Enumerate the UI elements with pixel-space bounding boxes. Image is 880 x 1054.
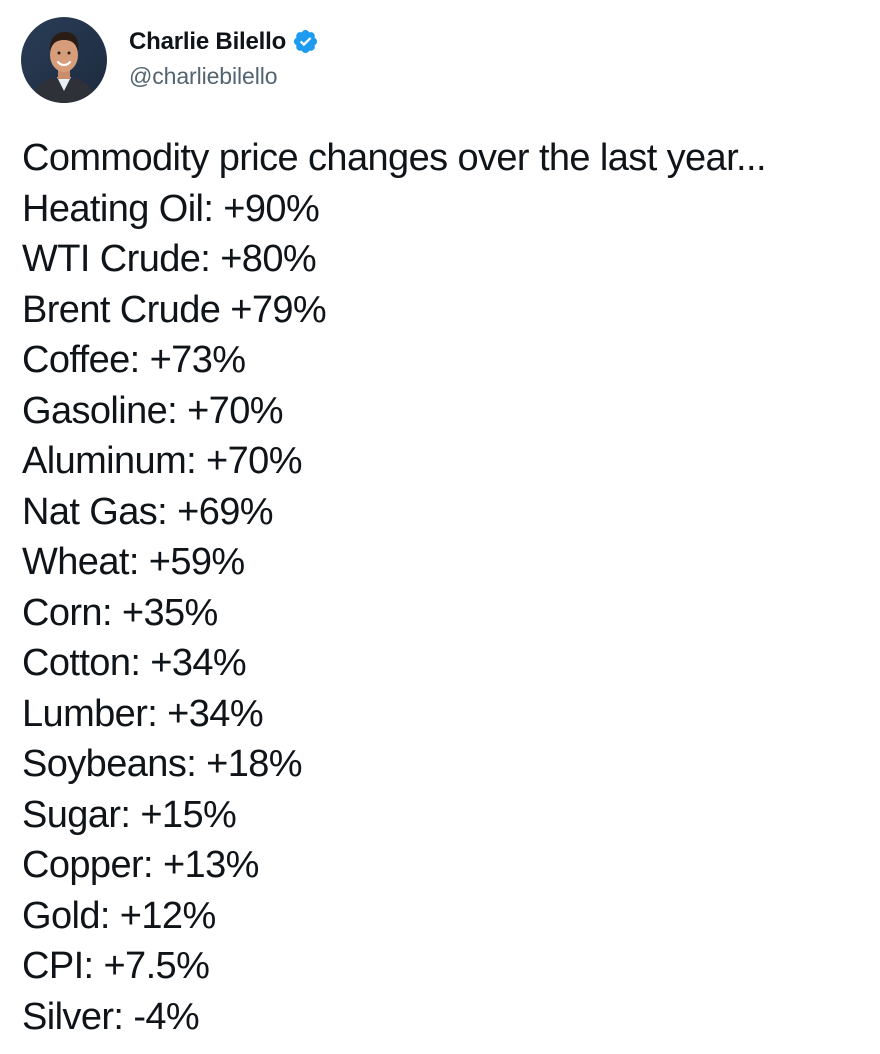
author-names: Charlie Bilello @charliebilello: [129, 27, 319, 90]
tweet-line: Sugar: +15%: [22, 793, 237, 836]
tweet-line: Heating Oil: +90%: [22, 187, 320, 230]
tweet-intro-line: Commodity price changes over the last ye…: [22, 137, 767, 179]
tweet-text: Commodity price changes over the last ye…: [22, 133, 872, 1042]
tweet-line: Lumber: +34%: [22, 692, 264, 735]
tweet-header: Charlie Bilello @charliebilello: [21, 17, 319, 103]
tweet-line: Soybeans: +18%: [22, 743, 303, 785]
tweet-line: Brent Crude +79%: [22, 288, 327, 331]
author-handle[interactable]: @charliebilello: [129, 62, 278, 89]
tweet-line: Aluminum: +70%: [22, 440, 303, 482]
avatar-photo: [21, 17, 107, 103]
tweet-line: Silver: -4%: [22, 995, 200, 1038]
tweet-line: CPI: +7.5%: [22, 945, 210, 987]
display-name[interactable]: Charlie Bilello: [129, 27, 287, 55]
tweet-line: Gold: +12%: [22, 894, 216, 937]
tweet-line: Coffee: +73%: [22, 339, 246, 381]
tweet-line: WTI Crude: +80%: [22, 238, 317, 280]
verified-badge-icon: [292, 28, 319, 55]
tweet-line: Gasoline: +70%: [22, 389, 284, 432]
tweet-line: Nat Gas: +69%: [22, 490, 274, 533]
tweet-line: Wheat: +59%: [22, 541, 245, 583]
name-row: Charlie Bilello: [129, 27, 319, 57]
tweet-line: Corn: +35%: [22, 591, 218, 634]
tweet-line: Copper: +13%: [22, 844, 259, 886]
tweet-line: Cotton: +34%: [22, 642, 247, 684]
avatar[interactable]: [21, 17, 107, 103]
